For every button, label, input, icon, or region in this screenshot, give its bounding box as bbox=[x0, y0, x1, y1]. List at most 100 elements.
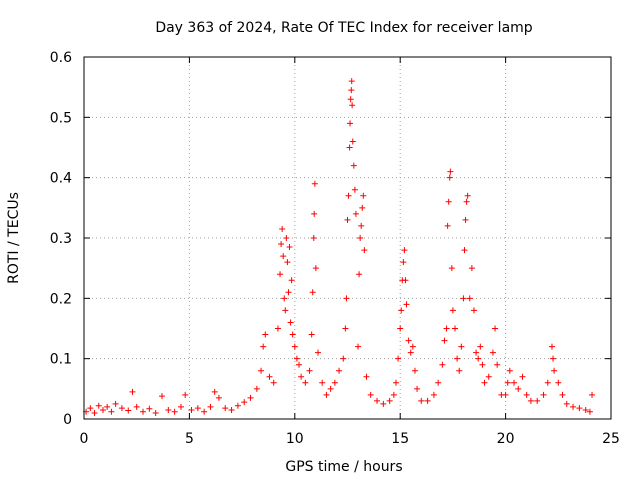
x-axis-label: GPS time / hours bbox=[285, 459, 402, 475]
data-point bbox=[91, 409, 98, 416]
data-point bbox=[340, 355, 347, 362]
data-point bbox=[302, 379, 309, 386]
data-point bbox=[395, 355, 402, 362]
data-point bbox=[211, 388, 218, 395]
data-point bbox=[262, 331, 269, 338]
data-point bbox=[291, 343, 298, 350]
data-point bbox=[367, 391, 374, 398]
data-point bbox=[458, 343, 465, 350]
data-point bbox=[108, 408, 115, 415]
data-point bbox=[352, 210, 359, 217]
y-tick-label: 0.4 bbox=[50, 171, 72, 187]
data-point bbox=[403, 301, 410, 308]
data-point bbox=[289, 331, 296, 338]
data-point bbox=[311, 210, 318, 217]
data-point bbox=[534, 397, 541, 404]
data-point bbox=[319, 379, 326, 386]
data-point bbox=[405, 337, 412, 344]
data-point bbox=[485, 373, 492, 380]
data-point bbox=[278, 241, 285, 248]
data-point bbox=[279, 225, 286, 232]
data-point bbox=[310, 235, 317, 241]
data-point bbox=[356, 271, 363, 278]
data-point bbox=[348, 87, 355, 94]
data-point bbox=[284, 259, 291, 266]
data-point bbox=[411, 367, 418, 374]
data-point bbox=[331, 379, 338, 386]
data-point bbox=[470, 307, 477, 314]
data-point bbox=[311, 180, 318, 187]
data-point bbox=[336, 367, 343, 374]
data-point bbox=[430, 391, 437, 398]
x-tick-label: 15 bbox=[391, 431, 409, 447]
x-tick-label: 20 bbox=[497, 431, 515, 447]
data-point bbox=[519, 373, 526, 380]
data-point bbox=[118, 405, 125, 412]
data-point bbox=[188, 406, 195, 413]
data-point bbox=[125, 407, 132, 414]
data-points bbox=[83, 78, 596, 416]
data-point bbox=[570, 403, 577, 410]
data-point bbox=[234, 402, 241, 409]
data-point bbox=[506, 367, 513, 374]
grid-lines bbox=[84, 57, 611, 419]
data-point bbox=[414, 385, 421, 392]
data-point bbox=[351, 186, 358, 193]
data-point bbox=[475, 355, 482, 362]
data-point bbox=[298, 373, 305, 380]
chart-title: Day 363 of 2024, Rate Of TEC Index for r… bbox=[155, 20, 532, 36]
data-point bbox=[360, 192, 367, 199]
data-point bbox=[281, 295, 288, 302]
data-point bbox=[435, 379, 442, 386]
data-point bbox=[463, 198, 470, 205]
data-point bbox=[481, 379, 488, 386]
data-point bbox=[344, 216, 351, 223]
data-point bbox=[374, 397, 381, 404]
data-point bbox=[347, 120, 354, 127]
data-point bbox=[582, 406, 589, 413]
data-point bbox=[489, 349, 496, 356]
data-point bbox=[447, 168, 454, 175]
data-point bbox=[347, 96, 354, 103]
data-point bbox=[287, 319, 294, 326]
data-point bbox=[468, 265, 475, 272]
data-point bbox=[390, 391, 397, 398]
data-point bbox=[241, 399, 248, 406]
data-point bbox=[586, 408, 593, 415]
data-point bbox=[285, 289, 292, 296]
axis-ticks: 0 5 10 15 20 25 0 0.1 0.2 0.3 0.4 0.5 0.6 bbox=[50, 50, 620, 447]
data-point bbox=[146, 405, 153, 412]
data-point bbox=[402, 277, 409, 284]
data-point bbox=[343, 295, 350, 302]
data-point bbox=[477, 343, 484, 350]
data-point bbox=[158, 393, 165, 400]
data-point bbox=[309, 289, 316, 296]
data-point bbox=[308, 331, 315, 338]
data-point bbox=[551, 367, 558, 374]
data-point bbox=[342, 325, 349, 332]
y-tick-label: 0.1 bbox=[50, 352, 72, 368]
data-point bbox=[397, 325, 404, 332]
x-tick-label: 5 bbox=[185, 431, 194, 447]
data-point bbox=[312, 265, 319, 272]
data-point bbox=[439, 361, 446, 368]
data-point bbox=[409, 343, 416, 350]
data-point bbox=[392, 379, 399, 386]
data-point bbox=[386, 397, 393, 404]
data-point bbox=[277, 271, 284, 278]
y-axis-label: ROTI / TECUs bbox=[6, 192, 22, 284]
data-point bbox=[165, 406, 172, 413]
data-point bbox=[563, 400, 570, 407]
data-point bbox=[348, 78, 355, 85]
data-point bbox=[456, 367, 463, 374]
data-point bbox=[504, 379, 511, 386]
data-point bbox=[361, 247, 368, 254]
data-point bbox=[358, 222, 365, 229]
y-tick-label: 0.5 bbox=[50, 110, 72, 126]
data-point bbox=[444, 222, 451, 229]
data-point bbox=[523, 391, 530, 398]
data-point bbox=[171, 408, 178, 415]
data-point bbox=[99, 406, 106, 413]
data-point bbox=[293, 355, 300, 362]
data-point bbox=[87, 405, 94, 412]
